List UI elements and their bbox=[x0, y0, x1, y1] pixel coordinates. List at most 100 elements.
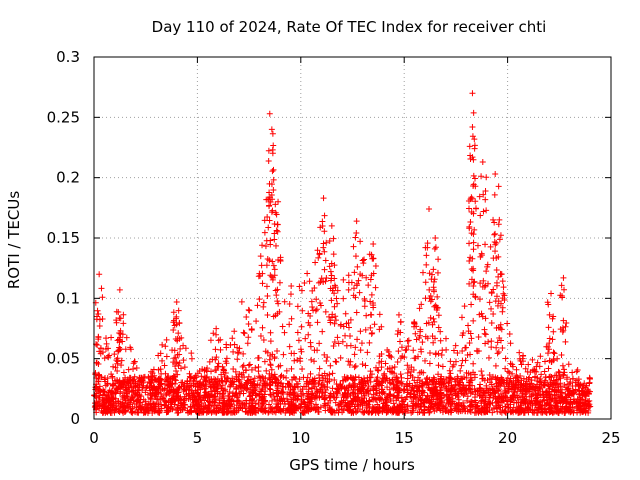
data-point bbox=[504, 368, 511, 375]
data-point bbox=[528, 380, 535, 387]
data-point bbox=[107, 389, 114, 396]
data-point bbox=[359, 384, 366, 391]
data-point bbox=[226, 393, 233, 400]
data-point bbox=[328, 314, 335, 321]
data-point bbox=[478, 368, 485, 375]
data-point bbox=[464, 352, 471, 359]
data-point bbox=[213, 404, 220, 411]
data-point bbox=[498, 271, 505, 278]
data-point bbox=[482, 241, 489, 248]
data-point bbox=[228, 381, 235, 388]
data-point bbox=[417, 328, 424, 335]
data-point bbox=[490, 404, 497, 411]
data-point bbox=[242, 381, 249, 388]
data-point bbox=[322, 387, 329, 394]
data-point bbox=[462, 386, 469, 393]
data-point bbox=[181, 364, 188, 371]
data-point bbox=[273, 400, 280, 407]
peak-point bbox=[275, 198, 282, 205]
data-point bbox=[266, 385, 273, 392]
data-point bbox=[352, 253, 359, 260]
data-point bbox=[512, 381, 519, 388]
data-point bbox=[161, 362, 168, 369]
data-point bbox=[356, 289, 363, 296]
data-point bbox=[456, 386, 463, 393]
data-point bbox=[115, 348, 122, 355]
data-point bbox=[470, 279, 477, 286]
data-point bbox=[171, 355, 178, 362]
data-point bbox=[322, 257, 329, 264]
data-point bbox=[305, 310, 312, 317]
data-point bbox=[405, 366, 412, 373]
data-point bbox=[397, 329, 404, 336]
data-point bbox=[126, 374, 133, 381]
data-point bbox=[375, 394, 382, 401]
data-point bbox=[575, 376, 582, 383]
data-point bbox=[133, 365, 140, 372]
data-point bbox=[176, 359, 183, 366]
data-point bbox=[492, 248, 499, 255]
data-point bbox=[213, 367, 220, 374]
data-point bbox=[464, 397, 471, 404]
data-point bbox=[470, 317, 477, 324]
data-point bbox=[114, 385, 121, 392]
data-point bbox=[361, 303, 368, 310]
data-point bbox=[555, 409, 562, 416]
data-point bbox=[509, 361, 516, 368]
data-point bbox=[351, 364, 358, 371]
data-point bbox=[300, 409, 307, 416]
data-point bbox=[280, 351, 287, 358]
data-point bbox=[101, 399, 108, 406]
data-point bbox=[186, 386, 193, 393]
data-point bbox=[495, 183, 502, 190]
data-point bbox=[519, 388, 526, 395]
data-point bbox=[357, 238, 364, 245]
data-point bbox=[466, 340, 473, 347]
data-point bbox=[473, 403, 480, 410]
data-point bbox=[333, 358, 340, 365]
data-point bbox=[234, 397, 241, 404]
data-point bbox=[449, 386, 456, 393]
data-point bbox=[276, 279, 283, 286]
data-point bbox=[332, 317, 339, 324]
data-point bbox=[149, 376, 156, 383]
data-point bbox=[321, 351, 328, 358]
data-point bbox=[431, 276, 438, 283]
data-point bbox=[432, 380, 439, 387]
data-point bbox=[310, 381, 317, 388]
y-axis-title: ROTI / TECUs bbox=[5, 191, 23, 289]
data-point bbox=[466, 240, 473, 247]
data-point bbox=[299, 409, 306, 416]
data-point bbox=[290, 390, 297, 397]
data-point bbox=[270, 262, 277, 269]
data-point bbox=[223, 344, 230, 351]
data-point bbox=[176, 351, 183, 358]
data-point bbox=[350, 390, 357, 397]
data-point bbox=[294, 329, 301, 336]
data-point bbox=[339, 392, 346, 399]
data-point bbox=[261, 393, 268, 400]
data-point bbox=[163, 353, 170, 360]
data-point bbox=[248, 325, 255, 332]
data-point bbox=[191, 402, 198, 409]
data-point bbox=[203, 389, 210, 396]
data-point bbox=[480, 208, 487, 215]
data-point bbox=[221, 373, 228, 380]
data-point bbox=[491, 231, 498, 238]
data-point bbox=[376, 405, 383, 412]
data-point bbox=[159, 393, 166, 400]
x-axis-title: GPS time / hours bbox=[289, 456, 415, 474]
data-point bbox=[314, 347, 321, 354]
data-point bbox=[95, 400, 102, 407]
data-point bbox=[443, 385, 450, 392]
data-point bbox=[435, 362, 442, 369]
data-point bbox=[134, 387, 141, 394]
data-point bbox=[545, 382, 552, 389]
data-point bbox=[95, 310, 102, 317]
data-point bbox=[112, 364, 119, 371]
data-point bbox=[529, 356, 536, 363]
data-point bbox=[308, 298, 315, 305]
data-point bbox=[339, 377, 346, 384]
data-point bbox=[492, 298, 499, 305]
data-point bbox=[326, 238, 333, 245]
